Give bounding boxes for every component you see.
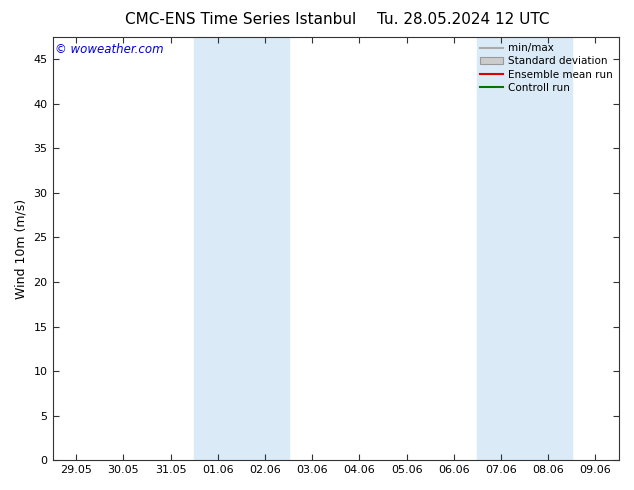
Text: © woweather.com: © woweather.com (55, 44, 164, 56)
Text: CMC-ENS Time Series Istanbul: CMC-ENS Time Series Istanbul (126, 12, 356, 27)
Bar (194, 37, 288, 460)
Bar (477, 37, 572, 460)
Text: Tu. 28.05.2024 12 UTC: Tu. 28.05.2024 12 UTC (377, 12, 549, 27)
Y-axis label: Wind 10m (m/s): Wind 10m (m/s) (15, 198, 28, 299)
Legend: min/max, Standard deviation, Ensemble mean run, Controll run: min/max, Standard deviation, Ensemble me… (476, 39, 617, 97)
